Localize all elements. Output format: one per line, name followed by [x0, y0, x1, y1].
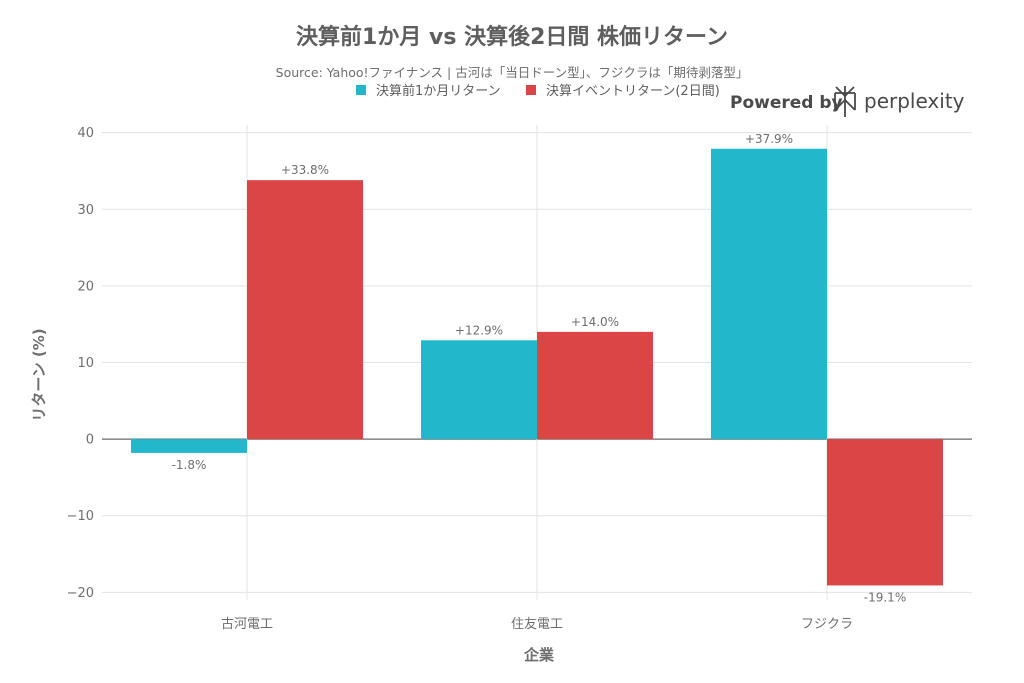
bar-series-1[interactable] [421, 340, 537, 440]
bar-value-label: +33.8% [281, 163, 329, 177]
bar-series-2[interactable] [537, 331, 653, 440]
perplexity-wordmark: perplexity [864, 89, 965, 113]
perplexity-logo-icon [834, 86, 856, 117]
chart-subtitle: Source: Yahoo!ファイナンス | 古河は「当日ドーン型」、フジクラは… [276, 65, 749, 80]
bar-value-label: +37.9% [745, 132, 793, 146]
x-tick-label: 古河電工 [221, 617, 273, 632]
legend-label-series-1: 決算前1か月リターン [376, 83, 501, 99]
powered-by-text: Powered by [730, 93, 843, 113]
y-tick-label: 0 [86, 433, 94, 448]
bar-series-2[interactable] [247, 180, 363, 440]
bars [131, 148, 943, 586]
chart-title: 決算前1か月 vs 決算後2日間 株価リターン [296, 24, 728, 50]
data-labels: -1.8% +12.9% +37.9% +33.8% +14.0% -19.1% [172, 132, 907, 605]
y-tick-label: 30 [77, 203, 94, 218]
y-tick-label: 40 [77, 126, 94, 141]
bar-series-1[interactable] [711, 148, 827, 440]
x-axis-title: 企業 [523, 646, 555, 664]
legend-label-series-2: 決算イベントリターン(2日間) [546, 84, 720, 99]
y-tick-label: 10 [77, 356, 94, 371]
bar-value-label: -19.1% [864, 590, 906, 604]
y-axis-title: リターン (%) [30, 328, 48, 421]
bar-series-1[interactable] [131, 439, 247, 453]
bar-value-label: -1.8% [172, 458, 207, 472]
bar-value-label: +14.0% [571, 315, 619, 329]
legend-swatch-series-1 [356, 85, 366, 95]
x-tick-label: フジクラ [801, 617, 853, 632]
y-tick-label: −10 [67, 509, 94, 524]
legend-swatch-series-2 [526, 85, 536, 95]
bar-series-2[interactable] [827, 439, 943, 586]
axis-ticks: −20 −10 0 10 20 30 40 古河電工 住友電工 フジクラ [67, 126, 853, 632]
y-tick-label: −20 [67, 586, 94, 601]
legend[interactable]: 決算前1か月リターン 決算イベントリターン(2日間) [356, 83, 720, 99]
x-tick-label: 住友電工 [511, 616, 563, 632]
y-tick-label: 20 [77, 279, 94, 294]
perplexity-branding: Powered by perplexity [730, 86, 965, 117]
bar-value-label: +12.9% [455, 323, 503, 337]
